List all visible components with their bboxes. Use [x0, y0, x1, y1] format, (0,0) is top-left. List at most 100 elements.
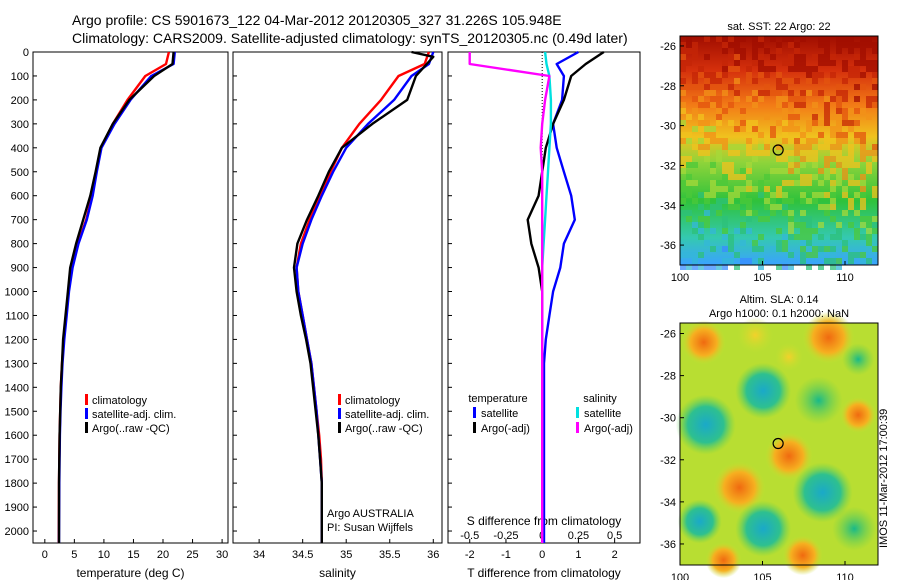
sla-anomaly [792, 462, 853, 523]
sst-pixel [728, 162, 734, 168]
sst-pixel [704, 36, 710, 42]
sst-pixel [776, 204, 782, 210]
sst-pixel [848, 150, 854, 156]
sst-pixel [794, 66, 800, 72]
sst-pixel [818, 132, 824, 138]
sst-pixel [788, 210, 794, 216]
sst-pixel [848, 48, 854, 54]
sst-pixel [806, 174, 812, 180]
sst-pixel [788, 96, 794, 102]
series-line-1 [542, 50, 579, 543]
sst-pixel [872, 66, 878, 72]
sst-pixel [788, 222, 794, 228]
sst-pixel [776, 240, 782, 246]
sst-pixel [698, 150, 704, 156]
sst-pixel [746, 186, 752, 192]
sst-pixel [788, 252, 794, 258]
sst-pixel [794, 60, 800, 66]
sst-pixel [716, 36, 722, 42]
sst-pixel [740, 210, 746, 216]
sst-pixel [812, 198, 818, 204]
sst-pixel [764, 84, 770, 90]
sst-pixel [704, 150, 710, 156]
map-panel-2: -26 -28 -30 -32 -34 -36 100 105 110 Altim. SLA: 0… [660, 294, 879, 580]
sst-pixel [698, 216, 704, 222]
sst-pixel [860, 108, 866, 114]
sst-pixel [740, 174, 746, 180]
sst-pixel [704, 192, 710, 198]
sst-pixel [758, 258, 764, 264]
sst-pixel [746, 96, 752, 102]
sst-pixel [842, 186, 848, 192]
legend-label: Argo(-adj) [584, 423, 633, 435]
sst-pixel [680, 210, 686, 216]
sst-pixel [788, 42, 794, 48]
sst-pixel [722, 180, 728, 186]
sst-pixel [716, 138, 722, 144]
sst-pixel [710, 204, 716, 210]
sst-pixel [836, 258, 842, 264]
sst-pixel [824, 144, 830, 150]
sst-pixel [836, 132, 842, 138]
sst-pixel [686, 84, 692, 90]
sst-pixel [818, 144, 824, 150]
sst-pixel [692, 72, 698, 78]
sst-pixel [740, 114, 746, 120]
sst-pixel [686, 174, 692, 180]
sst-pixel [836, 264, 842, 270]
sst-pixel [836, 114, 842, 120]
series-line-2 [526, 50, 605, 543]
sst-pixel [800, 144, 806, 150]
map-frame [679, 322, 879, 566]
sst-pixel [704, 78, 710, 84]
sst-pixel [842, 168, 848, 174]
sla-anomaly [737, 317, 774, 354]
sst-pixel [686, 60, 692, 66]
sst-pixel [806, 66, 812, 72]
x2-tick-label: 0.25 [568, 530, 589, 542]
sst-pixel [854, 96, 860, 102]
series-line-2 [57, 51, 176, 544]
sst-pixel [686, 156, 692, 162]
sst-pixel [866, 150, 872, 156]
y-tick-label: 800 [11, 239, 29, 251]
sst-pixel [854, 228, 860, 234]
sst-pixel [860, 246, 866, 252]
sst-pixel [812, 54, 818, 60]
sst-pixel [806, 78, 812, 84]
sst-pixel [806, 150, 812, 156]
sst-pixel [842, 174, 848, 180]
sst-pixel [752, 78, 758, 84]
sst-pixel [686, 186, 692, 192]
x-tick-label: 20 [157, 549, 169, 561]
sst-pixel [866, 258, 872, 264]
sst-pixel [782, 168, 788, 174]
sst-pixel [866, 228, 872, 234]
sst-pixel [800, 234, 806, 240]
sst-pixel [764, 150, 770, 156]
sst-pixel [836, 90, 842, 96]
sst-pixel [686, 132, 692, 138]
sst-pixel [788, 138, 794, 144]
sst-pixel [752, 138, 758, 144]
y-tick-label: 600 [11, 191, 29, 203]
sst-pixel [794, 54, 800, 60]
sst-pixel [770, 204, 776, 210]
sst-pixel [722, 84, 728, 90]
sst-pixel [758, 246, 764, 252]
legend-label: Argo(-adj) [481, 423, 530, 435]
sst-pixel [800, 54, 806, 60]
sst-pixel [866, 240, 872, 246]
sst-pixel [758, 72, 764, 78]
sst-pixel [836, 156, 842, 162]
sla-anomaly [842, 343, 875, 376]
sst-pixel [800, 156, 806, 162]
sst-pixel [692, 258, 698, 264]
map-x-tick-label: 110 [836, 272, 854, 284]
sst-pixel [848, 180, 854, 186]
chart-title-line1: Argo profile: CS 5901673_122 04-Mar-2012… [72, 12, 562, 28]
sst-pixel [776, 264, 782, 270]
sst-pixel [710, 228, 716, 234]
sst-pixel [854, 54, 860, 60]
sst-pixel [758, 264, 764, 270]
